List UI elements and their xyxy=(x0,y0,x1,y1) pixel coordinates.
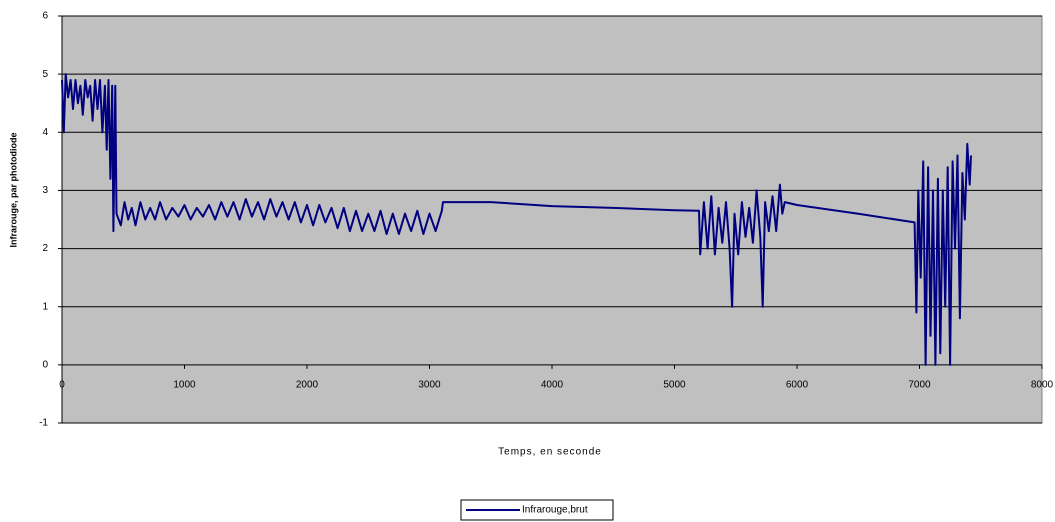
x-tick-label: 1000 xyxy=(173,379,196,390)
y-tick-label: 1 xyxy=(42,301,48,312)
x-tick-label: 7000 xyxy=(908,379,931,390)
y-tick-label: 3 xyxy=(42,185,48,196)
y-axis-label: Infrarouge, par photodiode xyxy=(8,133,18,248)
x-tick-label: 0 xyxy=(59,379,65,390)
y-tick-label: 2 xyxy=(42,243,48,254)
y-tick-label: 0 xyxy=(42,359,48,370)
y-tick-label: 5 xyxy=(42,69,48,80)
x-tick-label: 2000 xyxy=(296,379,319,390)
x-axis-label: Temps, en seconde xyxy=(498,447,602,458)
x-tick-label: 8000 xyxy=(1031,379,1054,390)
legend-box xyxy=(460,499,614,521)
y-tick-label: 4 xyxy=(42,127,48,138)
x-tick-label: 4000 xyxy=(541,379,564,390)
x-tick-label: 6000 xyxy=(786,379,809,390)
legend-label: Infrarouge,brut xyxy=(522,505,588,516)
y-tick-label: -1 xyxy=(39,418,48,429)
x-tick-label: 5000 xyxy=(663,379,686,390)
y-tick-label: 6 xyxy=(42,11,48,22)
plot-area xyxy=(61,15,1043,424)
x-tick-label: 3000 xyxy=(418,379,441,390)
series-line xyxy=(61,73,972,366)
